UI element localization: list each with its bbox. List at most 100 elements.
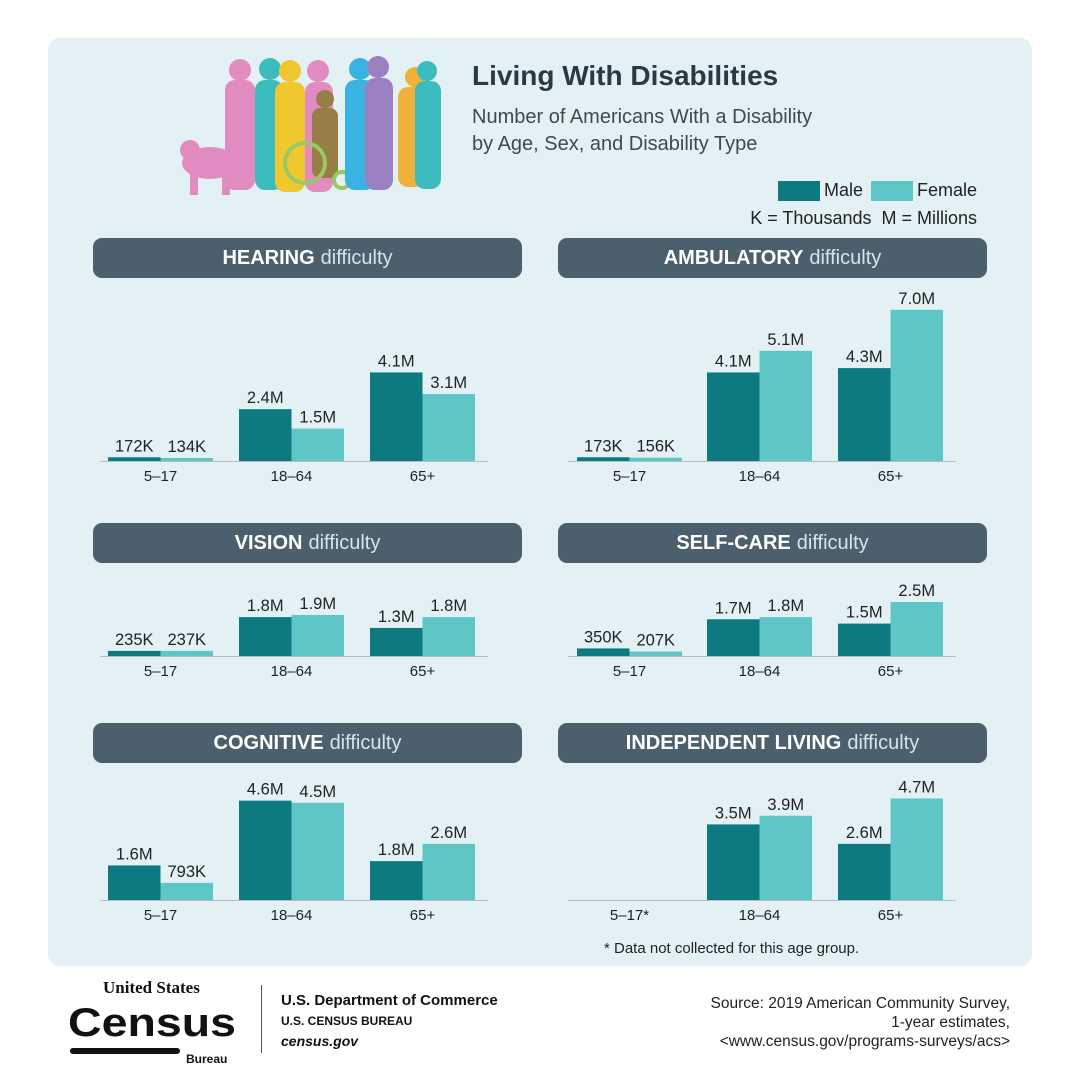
bar-chart: 5–17* 3.5M 3.9M 18–64 2.6M 4.7M 65+: [568, 778, 956, 924]
data-label: 172K: [115, 437, 154, 455]
source-line: Source: 2019 American Community Survey,: [710, 995, 1010, 1012]
bar-male: [838, 843, 891, 900]
x-tick-label: 18–64: [739, 663, 781, 680]
bar-male: [239, 409, 292, 461]
bar-chart: 1.6M 793K 5–17 4.6M 4.5M 18–64 1.8M 2.6M 65+: [100, 781, 488, 924]
legend-label-female: Female: [916, 180, 977, 200]
bar-male: [577, 648, 630, 656]
page-title: Living With Disabilities: [472, 60, 779, 91]
data-label: 4.5M: [299, 783, 336, 801]
x-tick-label: 5–17: [144, 907, 177, 924]
data-label: 235K: [115, 631, 154, 649]
data-label: 1.8M: [247, 597, 284, 615]
legend-swatch-male: [777, 180, 820, 201]
bar-chart: 172K 134K 5–17 2.4M 1.5M 18–64 4.1M 3.1M 65+: [100, 352, 488, 485]
bar-female: [422, 617, 475, 656]
data-label: 1.6M: [116, 845, 153, 863]
bar-female: [890, 602, 943, 656]
data-label: 1.9M: [299, 595, 336, 613]
x-tick-label: 18–64: [271, 907, 313, 924]
legend-label-male: Male: [823, 180, 863, 200]
chart-title-bold: AMBULATORY: [663, 246, 804, 269]
data-label: 207K: [636, 632, 675, 650]
bar-female: [759, 617, 812, 656]
units-note: K = Thousands M = Millions: [750, 208, 977, 228]
x-tick-label: 5–17*: [610, 907, 649, 924]
data-label: 156K: [636, 438, 675, 456]
bar-male: [108, 865, 161, 900]
data-label: 237K: [167, 631, 206, 649]
data-label: 2.6M: [430, 824, 467, 842]
chart-title-rest: difficulty: [809, 246, 882, 269]
bar-chart: 350K 207K 5–17 1.7M 1.8M 18–64 1.5M 2.5M 65+: [568, 582, 956, 680]
data-label: 2.5M: [898, 582, 935, 600]
bar-male: [707, 619, 760, 656]
bar-male: [108, 650, 161, 656]
chart-title-rest: difficulty: [308, 531, 381, 554]
data-label: 3.9M: [767, 796, 804, 814]
bar-chart: 173K 156K 5–17 4.1M 5.1M 18–64 4.3M 7.0M 65+: [568, 290, 956, 485]
chart-header-independent-living: INDEPENDENT LIVING difficulty: [558, 723, 987, 763]
x-tick-label: 18–64: [271, 663, 313, 680]
data-label: 1.8M: [767, 597, 804, 615]
logo-text-census: Census: [68, 1001, 236, 1045]
bar-male: [707, 824, 760, 900]
data-label: 134K: [167, 438, 206, 456]
bar-male: [707, 372, 760, 461]
chart-header-self-care: SELF-CARE difficulty: [558, 523, 987, 563]
x-tick-label: 65+: [878, 907, 904, 924]
page-subtitle: Number of Americans With a Disability by…: [472, 104, 812, 158]
data-label: 350K: [584, 628, 623, 646]
chart-title-bold: INDEPENDENT LIVING: [625, 731, 842, 754]
x-tick-label: 18–64: [739, 907, 781, 924]
bar-female: [291, 614, 344, 656]
bar-male: [239, 800, 292, 900]
bar-male: [577, 457, 630, 461]
chart-header-cognitive: COGNITIVE difficulty: [93, 723, 522, 763]
source-line: 1-year estimates,: [891, 1014, 1010, 1031]
x-tick-label: 65+: [878, 468, 904, 485]
logo-text-united-states: United States: [103, 978, 200, 997]
bar-female: [422, 843, 475, 900]
data-label: 793K: [167, 863, 206, 881]
bar-female: [629, 457, 682, 461]
chart-header-hearing: HEARING difficulty: [93, 238, 522, 278]
logo-text-bureau: Bureau: [186, 1052, 227, 1066]
department-name: U.S. Department of Commerce: [281, 992, 498, 1009]
chart-header-vision: VISION difficulty: [93, 523, 522, 563]
department-info: U.S. Department of Commerce U.S. CENSUS …: [281, 992, 498, 1049]
bar-female: [890, 309, 943, 461]
bar-female: [422, 394, 475, 461]
bar-male: [370, 627, 423, 656]
chart-title-bold: SELF-CARE: [676, 531, 791, 554]
footnote: * Data not collected for this age group.: [604, 940, 860, 957]
bar-female: [291, 428, 344, 461]
data-label: 4.6M: [247, 781, 284, 799]
census-website[interactable]: census.gov: [281, 1033, 359, 1049]
data-label: 5.1M: [767, 331, 804, 349]
data-label: 7.0M: [898, 290, 935, 308]
x-tick-label: 5–17: [613, 468, 646, 485]
bar-female: [759, 815, 812, 900]
x-tick-label: 5–17: [144, 663, 177, 680]
bar-male: [239, 617, 292, 656]
subtitle-line: by Age, Sex, and Disability Type: [472, 133, 758, 155]
x-tick-label: 18–64: [739, 468, 781, 485]
bar-female: [291, 802, 344, 900]
chart-title-rest: difficulty: [320, 246, 393, 269]
bar-male: [838, 623, 891, 656]
chart-title-rest: difficulty: [796, 531, 869, 554]
data-label: 4.1M: [715, 352, 752, 370]
data-label: 1.5M: [846, 604, 883, 622]
census-bureau-logo: United States Census Bureau: [68, 978, 236, 1066]
chart-title-bold: VISION: [234, 531, 303, 554]
data-label: 3.1M: [430, 374, 467, 392]
chart-title-rest: difficulty: [329, 731, 402, 754]
data-label: 3.5M: [715, 804, 752, 822]
chart-title-bold: HEARING: [222, 246, 315, 269]
source-citation: Source: 2019 American Community Survey, …: [710, 994, 1010, 1051]
data-label: 2.6M: [846, 824, 883, 842]
chart-title-rest: difficulty: [847, 731, 920, 754]
subtitle-line: Number of Americans With a Disability: [472, 106, 813, 128]
